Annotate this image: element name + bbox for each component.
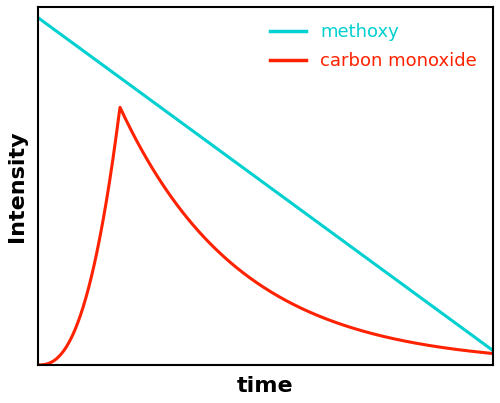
X-axis label: time: time xyxy=(237,376,294,396)
Legend: methoxy, carbon monoxide: methoxy, carbon monoxide xyxy=(262,16,484,77)
Y-axis label: Intensity: Intensity xyxy=(7,130,27,242)
